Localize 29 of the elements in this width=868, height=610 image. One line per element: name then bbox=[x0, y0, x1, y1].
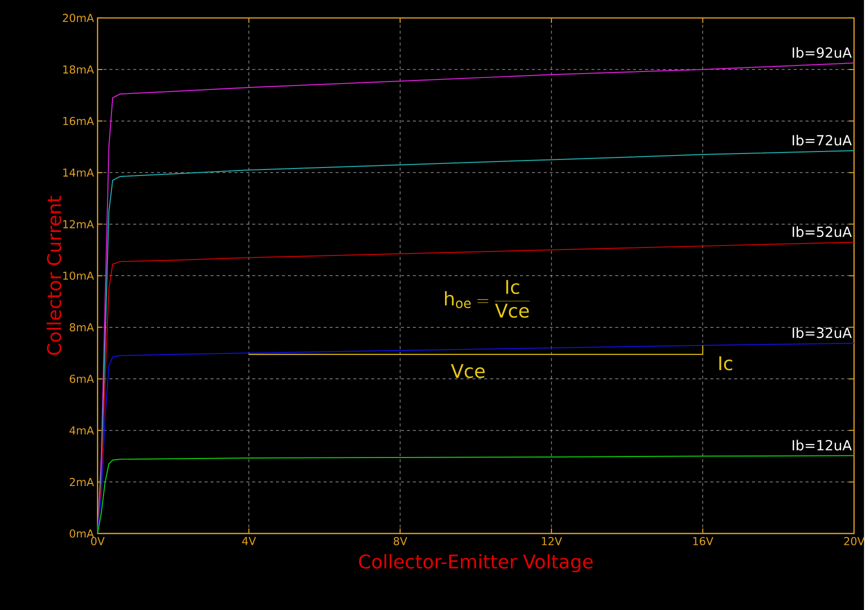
series-label: Ib=52uA bbox=[792, 226, 852, 237]
x-tick-label: 16V bbox=[693, 536, 714, 546]
x-axis-title: Collector-Emitter Voltage bbox=[359, 554, 593, 572]
line-series bbox=[97, 342, 855, 534]
series-label: Ib=32uA bbox=[792, 327, 852, 338]
line-series bbox=[97, 455, 855, 534]
y-tick-label: 8mA bbox=[70, 323, 94, 332]
y-axis-title: Collector Current bbox=[46, 196, 62, 355]
y-tick-label: 4mA bbox=[70, 426, 94, 434]
y-tick-label: 2mA bbox=[70, 478, 94, 486]
annotation: Vce bbox=[450, 364, 485, 378]
annotation: Ic bbox=[719, 356, 732, 370]
x-tick-label: 4V bbox=[242, 536, 256, 545]
y-tick-label: 20mA bbox=[62, 14, 94, 22]
annotation: $\mathrm{h}_{\mathrm{oe}} = \frac{\mathrm{Ic}}{\mathrm{Vce}}$ bbox=[445, 280, 530, 318]
line-series bbox=[97, 242, 855, 534]
y-tick-label: 14mA bbox=[63, 168, 94, 176]
y-tick-label: 18mA bbox=[63, 65, 94, 74]
x-tick-label: 12V bbox=[542, 536, 562, 546]
y-tick-label: 0mA bbox=[70, 529, 94, 538]
x-tick-label: 8V bbox=[394, 536, 408, 546]
x-tick-label: 0V bbox=[91, 536, 105, 546]
series-label: Ib=12uA bbox=[792, 440, 852, 450]
y-tick-label: 10mA bbox=[63, 272, 94, 280]
y-tick-label: 12mA bbox=[63, 220, 94, 228]
y-tick-label: 16mA bbox=[63, 116, 94, 126]
y-tick-label: 6mA bbox=[70, 374, 94, 383]
series-label: Ib=92uA bbox=[792, 47, 852, 58]
series-label: Ib=72uA bbox=[792, 134, 852, 146]
